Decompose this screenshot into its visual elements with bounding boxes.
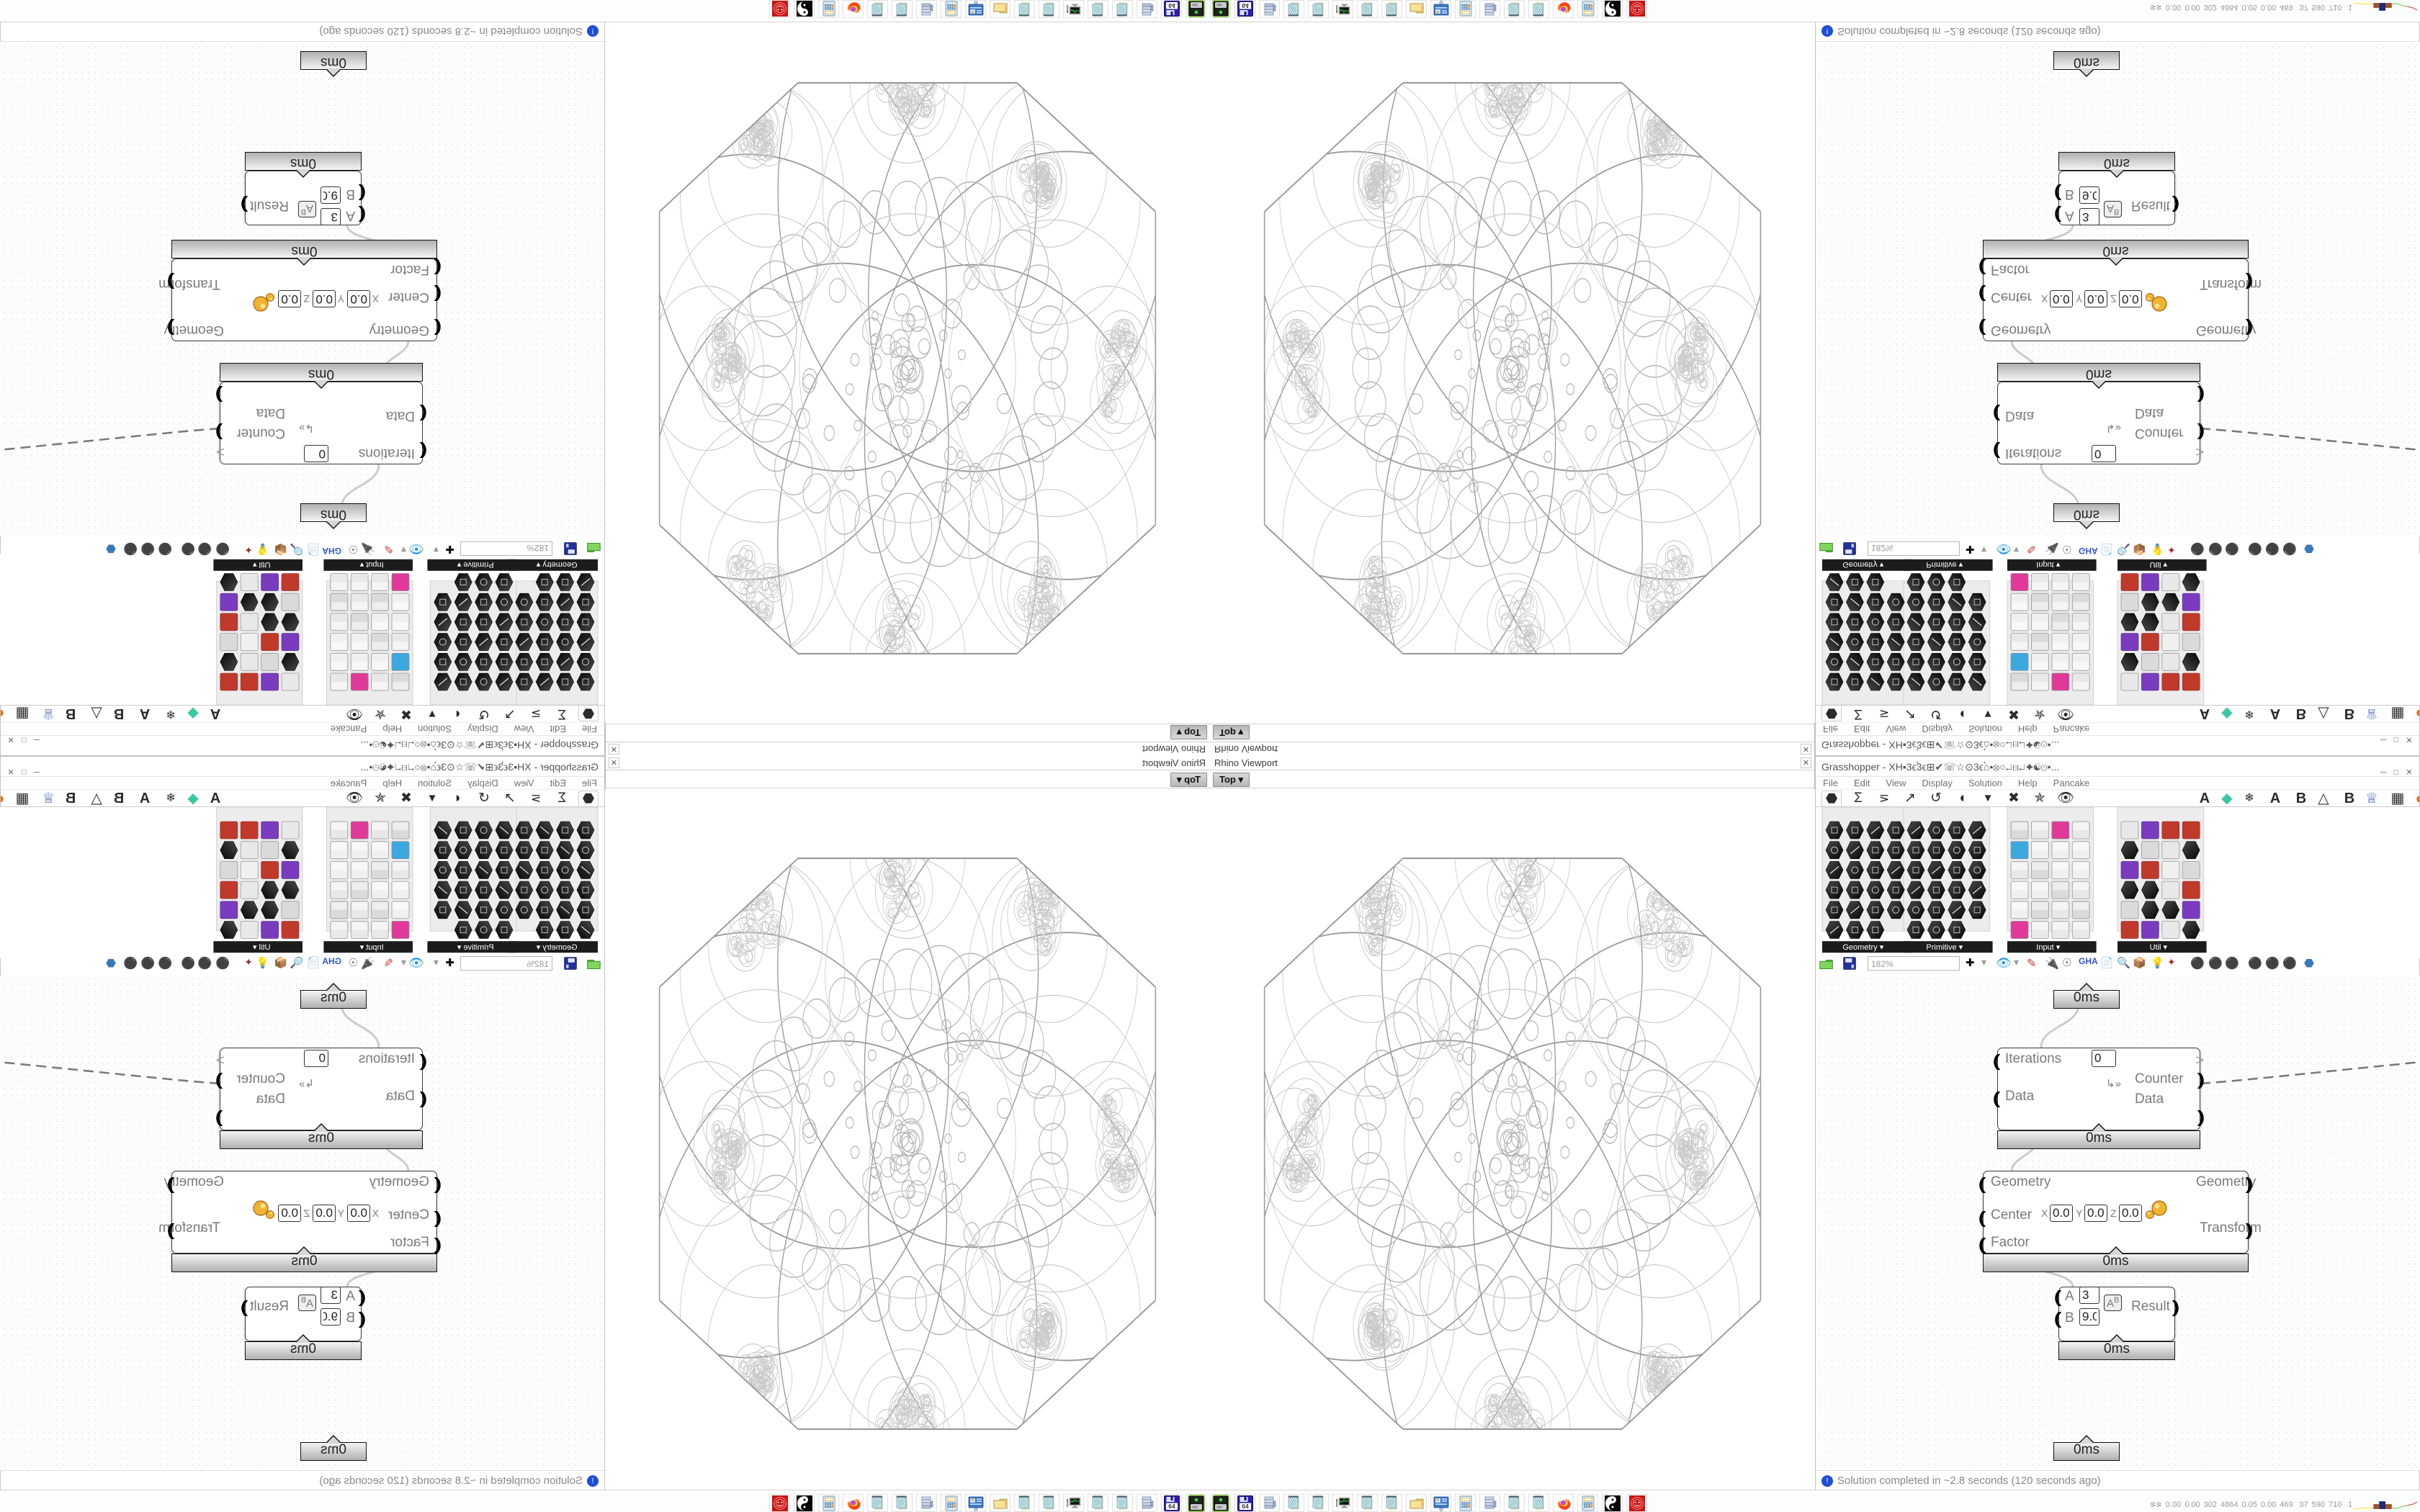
- svg-text:Util ▾: Util ▾: [252, 560, 270, 569]
- svg-text:Geometry ▾: Geometry ▾: [1842, 943, 1883, 952]
- svg-text:Geometry ▾: Geometry ▾: [1842, 560, 1883, 569]
- svg-text:Primitive ▾: Primitive ▾: [457, 943, 493, 952]
- svg-text:Util ▾: Util ▾: [2150, 943, 2168, 952]
- svg-text:Input ▾: Input ▾: [359, 560, 384, 569]
- svg-text:Geometry ▾: Geometry ▾: [536, 560, 577, 569]
- svg-text:Util ▾: Util ▾: [2150, 560, 2168, 569]
- svg-text:Util ▾: Util ▾: [252, 943, 270, 952]
- svg-text:Geometry ▾: Geometry ▾: [536, 943, 577, 952]
- svg-text:Primitive ▾: Primitive ▾: [457, 560, 493, 569]
- svg-text:Input ▾: Input ▾: [359, 943, 384, 952]
- svg-text:Primitive ▾: Primitive ▾: [1926, 943, 1963, 952]
- svg-text:Primitive ▾: Primitive ▾: [1926, 560, 1963, 569]
- svg-text:Input ▾: Input ▾: [2036, 560, 2061, 569]
- svg-text:Input ▾: Input ▾: [2036, 943, 2061, 952]
